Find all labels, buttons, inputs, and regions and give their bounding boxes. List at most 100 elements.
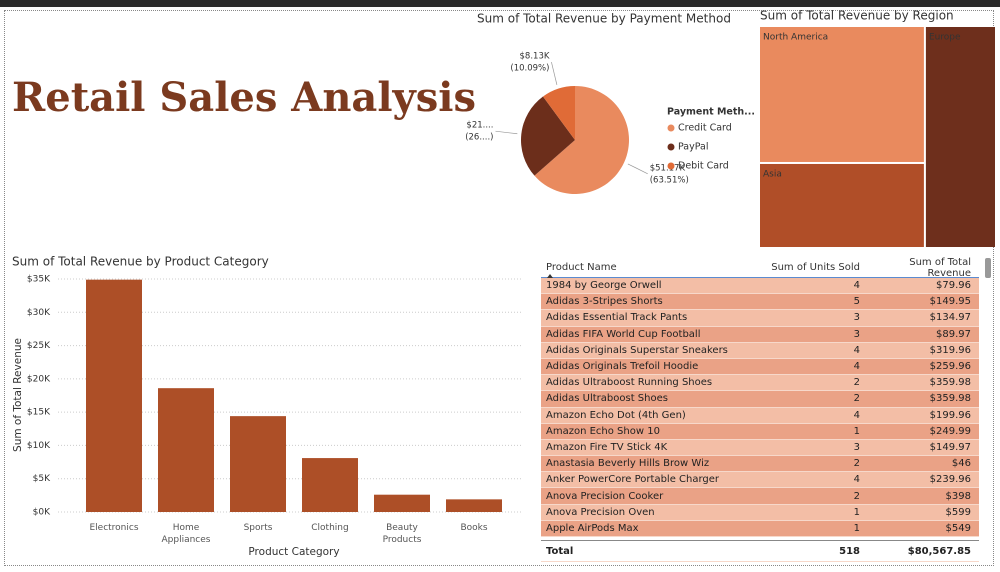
y-tick-label: $20K (27, 374, 51, 384)
table-cell: 5 (853, 296, 860, 308)
data-label-percent: (10.09%) (510, 64, 549, 74)
table-cell: Adidas FIFA World Cup Football (546, 328, 701, 340)
table-cell: $89.97 (936, 328, 971, 340)
y-tick-label: $10K (27, 441, 51, 451)
table-cell: $46 (951, 458, 971, 470)
table-cell: 4 (853, 474, 860, 486)
table-cell: Adidas Originals Trefoil Hoodie (546, 361, 699, 373)
table-cell: $549 (945, 522, 971, 534)
table-cell: Anova Precision Cooker (546, 490, 664, 502)
bar (86, 279, 142, 512)
table-cell: 4 (853, 361, 860, 373)
table-cell: $199.96 (929, 409, 971, 421)
y-tick-label: $15K (27, 408, 51, 418)
table-cell: 2 (853, 490, 860, 502)
x-tick-label: Beauty Products (382, 523, 422, 545)
y-tick-label: $5K (33, 474, 51, 484)
data-label: $8.13K (520, 52, 550, 62)
x-tick-label: Electronics (89, 523, 139, 533)
y-axis-title: Sum of Total Revenue (12, 338, 24, 452)
table-cell: Amazon Fire TV Stick 4K (546, 441, 668, 453)
total-cell: 518 (839, 545, 860, 557)
table-row[interactable]: Anova Precision Cooker 2 $398 (541, 488, 979, 505)
bar (374, 494, 430, 512)
treemap-tile (760, 27, 924, 162)
scrollbar[interactable] (985, 258, 991, 278)
table-row[interactable]: Adidas FIFA World Cup Football 3 $89.97 (541, 326, 979, 343)
tile-label: Europe (929, 33, 961, 43)
table-cell: Adidas 3-Stripes Shorts (546, 296, 663, 308)
table-cell: 4 (853, 280, 860, 292)
table-cell: Adidas Ultraboost Running Shoes (546, 377, 713, 389)
table-cell: Anova Precision Oven (546, 506, 655, 518)
table-cell: 3 (853, 441, 860, 453)
column-header: Sum of Total Revenue (909, 256, 971, 279)
tile-label: North America (763, 33, 828, 43)
table-cell: $398 (945, 490, 971, 502)
x-tick-label: Sports (243, 523, 273, 533)
table-cell: $259.96 (929, 361, 971, 373)
chart-title: Sum of Total Revenue by Product Category (12, 255, 269, 269)
table-cell: Adidas Ultraboost Shoes (546, 393, 668, 405)
table-cell: $79.96 (936, 280, 971, 292)
leader-line (551, 62, 558, 85)
data-label-percent: (63.51%) (650, 175, 689, 185)
table-cell: Apple AirPods Max (546, 522, 639, 534)
table-row[interactable]: Amazon Echo Show 10 1 $249.99 (541, 423, 979, 440)
table-row[interactable]: Adidas Originals Superstar Sneakers 4 $319… (541, 342, 979, 359)
table-row[interactable]: Anastasia Beverly Hills Brow Wiz 2 $46 (541, 456, 979, 473)
pie-slice (521, 96, 575, 176)
treemap-tile (760, 163, 924, 247)
y-tick-label: $30K (27, 308, 51, 318)
legend-marker (667, 162, 675, 170)
x-tick-label: Books (460, 523, 488, 533)
bar (446, 499, 502, 512)
table-cell: Amazon Echo Show 10 (546, 425, 660, 437)
x-axis-title: Product Category (248, 546, 339, 558)
pie-slice (534, 85, 629, 194)
column-header: Sum of Units Sold (771, 262, 860, 273)
table-row[interactable]: Amazon Echo Dot (4th Gen) 4 $199.96 (541, 407, 979, 424)
column-header: Product Name (546, 262, 617, 273)
table-cell: Adidas Essential Track Pants (546, 312, 688, 324)
table-row[interactable]: Amazon Fire TV Stick 4K 3 $149.97 (541, 439, 979, 457)
table-row[interactable]: Anova Precision Oven 1 $599 (541, 504, 979, 521)
legend-label: PayPal (678, 142, 709, 153)
table-cell: Amazon Echo Dot (4th Gen) (546, 409, 686, 421)
table-row[interactable]: Adidas 3-Stripes Shorts 5 $149.95 (541, 294, 979, 311)
table-cell: Adidas Originals Superstar Sneakers (546, 344, 728, 356)
table-cell: $249.99 (929, 425, 971, 437)
leader-line (495, 130, 518, 135)
treemap-tile (925, 27, 995, 247)
chart-title: Sum of Total Revenue by Region (760, 9, 954, 23)
table-row[interactable]: Adidas Essential Track Pants 3 $134.97 (541, 310, 979, 327)
table-cell: Anastasia Beverly Hills Brow Wiz (546, 458, 710, 470)
tile-label: Asia (763, 169, 782, 179)
table-cell: 3 (853, 312, 860, 324)
table-cell: $134.97 (929, 312, 971, 324)
table-cell: $319.96 (929, 344, 971, 356)
legend-title: Payment Meth... (667, 107, 755, 118)
table-row[interactable]: Anker PowerCore Portable Charger 4 $239.96 (541, 472, 979, 489)
total-cell: $80,567.85 (907, 545, 971, 557)
table-cell: 1984 by George Orwell (546, 280, 662, 292)
table-row[interactable]: Adidas Ultraboost Running Shoes 2 $359.98 (541, 375, 979, 392)
table-cell: 2 (853, 377, 860, 389)
page-title: Retail Sales Analysis (12, 74, 477, 121)
data-label: $21.... (466, 121, 493, 131)
x-tick-label: Clothing (311, 523, 349, 533)
table-row[interactable]: Adidas Originals Trefoil Hoodie 4 $259.96 (541, 358, 979, 376)
bar (302, 458, 358, 512)
table-cell: 2 (853, 393, 860, 405)
table-row[interactable]: 1984 by George Orwell 4 $79.96 (541, 278, 979, 295)
x-tick-label: Home Appliances (161, 523, 211, 545)
table-row[interactable]: Apple AirPods Max 1 $549 (541, 520, 979, 537)
legend-label: Credit Card (678, 123, 732, 134)
table-total: Total 518 $80,567.85 (541, 540, 979, 562)
y-tick-label: $25K (27, 341, 51, 351)
table-row[interactable]: Adidas Ultraboost Shoes 2 $359.98 (541, 391, 979, 408)
sort-indicator[interactable] (547, 274, 553, 278)
legend-marker (667, 124, 675, 132)
